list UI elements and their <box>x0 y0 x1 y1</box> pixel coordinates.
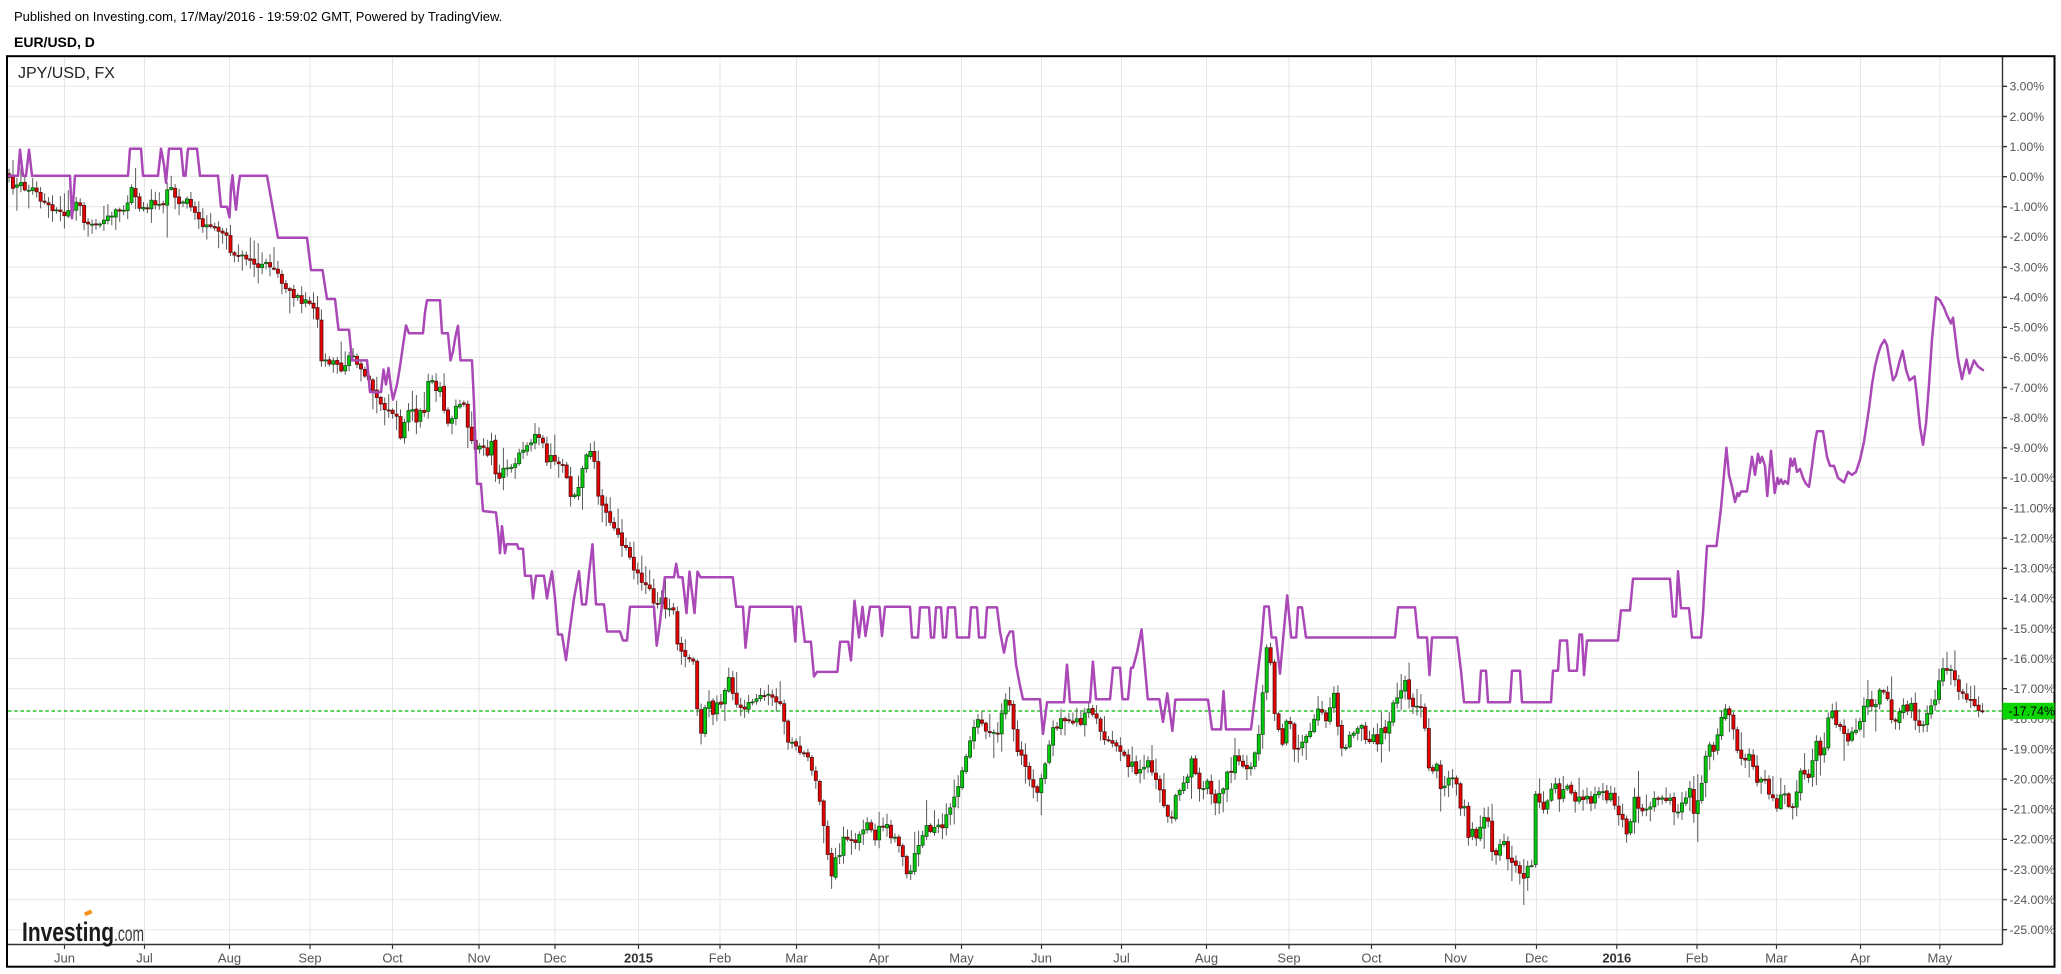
svg-text:Published on Investing.com, 17: Published on Investing.com, 17/May/2016 … <box>14 9 502 24</box>
svg-text:Dec: Dec <box>1525 951 1549 966</box>
svg-text:-15.00%: -15.00% <box>2010 622 2056 636</box>
svg-text:Jul: Jul <box>1113 951 1130 966</box>
svg-text:Jun: Jun <box>1031 951 1052 966</box>
svg-text:-17.00%: -17.00% <box>2010 682 2056 696</box>
svg-text:3.00%: 3.00% <box>2010 80 2045 94</box>
svg-text:Apr: Apr <box>1850 951 1871 966</box>
svg-text:-11.00%: -11.00% <box>2010 501 2055 515</box>
svg-text:-22.00%: -22.00% <box>2010 833 2056 847</box>
svg-text:Feb: Feb <box>1686 951 1708 966</box>
svg-text:2.00%: 2.00% <box>2010 110 2045 124</box>
svg-text:Sep: Sep <box>1277 951 1300 966</box>
svg-text:2016: 2016 <box>1602 951 1631 966</box>
svg-text:-20.00%: -20.00% <box>2010 772 2056 786</box>
svg-text:Investing: Investing <box>22 917 114 947</box>
svg-text:Feb: Feb <box>709 951 731 966</box>
svg-text:2015: 2015 <box>624 951 653 966</box>
svg-text:0.00%: 0.00% <box>2010 170 2045 184</box>
svg-text:Nov: Nov <box>467 951 491 966</box>
svg-text:JPY/USD, FX: JPY/USD, FX <box>18 65 115 82</box>
svg-text:-4.00%: -4.00% <box>2010 291 2049 305</box>
svg-text:Oct: Oct <box>382 951 403 966</box>
svg-text:Nov: Nov <box>1444 951 1468 966</box>
svg-text:Oct: Oct <box>1361 951 1382 966</box>
svg-text:Mar: Mar <box>1765 951 1788 966</box>
svg-text:Mar: Mar <box>785 951 808 966</box>
svg-text:EUR/USD, D: EUR/USD, D <box>14 34 95 50</box>
svg-text:Sep: Sep <box>298 951 321 966</box>
svg-text:-5.00%: -5.00% <box>2010 321 2049 335</box>
svg-text:-16.00%: -16.00% <box>2010 652 2056 666</box>
svg-text:Jul: Jul <box>136 951 153 966</box>
svg-text:-25.00%: -25.00% <box>2010 923 2056 937</box>
svg-text:-13.00%: -13.00% <box>2010 562 2056 576</box>
svg-text:-1.00%: -1.00% <box>2010 200 2049 214</box>
svg-text:-12.00%: -12.00% <box>2010 531 2056 545</box>
svg-text:-24.00%: -24.00% <box>2010 893 2056 907</box>
svg-text:-17.74%: -17.74% <box>2009 705 2056 719</box>
svg-text:-9.00%: -9.00% <box>2010 441 2049 455</box>
svg-text:.com: .com <box>114 922 144 946</box>
svg-text:-19.00%: -19.00% <box>2010 742 2056 756</box>
svg-text:-10.00%: -10.00% <box>2010 471 2056 485</box>
svg-text:Jun: Jun <box>54 951 75 966</box>
svg-text:May: May <box>949 951 974 966</box>
svg-text:-21.00%: -21.00% <box>2010 803 2056 817</box>
svg-text:Apr: Apr <box>869 951 890 966</box>
svg-text:-23.00%: -23.00% <box>2010 863 2056 877</box>
svg-text:1.00%: 1.00% <box>2010 140 2045 154</box>
svg-text:-3.00%: -3.00% <box>2010 260 2049 274</box>
svg-text:Aug: Aug <box>1195 951 1218 966</box>
svg-text:Aug: Aug <box>218 951 241 966</box>
svg-text:-7.00%: -7.00% <box>2010 381 2049 395</box>
svg-text:-2.00%: -2.00% <box>2010 230 2049 244</box>
svg-text:Dec: Dec <box>543 951 567 966</box>
svg-text:-14.00%: -14.00% <box>2010 592 2056 606</box>
svg-text:-6.00%: -6.00% <box>2010 351 2049 365</box>
svg-text:May: May <box>1928 951 1953 966</box>
svg-text:-8.00%: -8.00% <box>2010 411 2049 425</box>
